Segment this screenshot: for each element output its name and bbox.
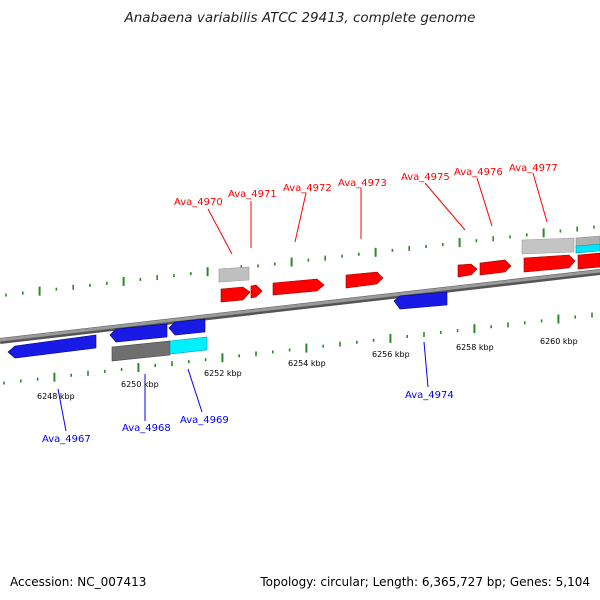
gene-ava-4967[interactable] xyxy=(7,334,97,359)
page-title: Anabaena variabilis ATCC 29413, complete… xyxy=(124,10,476,26)
feature-cyan-lower[interactable] xyxy=(169,336,208,355)
accession-label: Accession: NC_007413 xyxy=(10,575,147,589)
reverse-tick-row xyxy=(3,312,593,385)
scale-label: 6252 kbp xyxy=(204,369,242,378)
scale-label: 6248 kbp xyxy=(37,392,75,401)
scale-label: 6250 kbp xyxy=(121,380,159,389)
genome-summary: Topology: circular; Length: 6,365,727 bp… xyxy=(260,575,590,589)
reverse-gene-labels: Ava_4967 Ava_4968 Ava_4969 Ava_4974 xyxy=(42,341,454,445)
genome-backbone xyxy=(0,269,600,344)
label-ava-4970[interactable]: Ava_4970 xyxy=(174,197,223,208)
feature-grey-lower[interactable] xyxy=(111,340,171,362)
gene-ava-4976[interactable] xyxy=(479,259,512,276)
gene-ava-4971[interactable] xyxy=(250,284,263,299)
scale-labels: 6248 kbp 6250 kbp 6252 kbp 6254 kbp 6256… xyxy=(37,337,578,401)
gene-ava-4977[interactable] xyxy=(523,254,576,273)
scale-label: 6260 kbp xyxy=(540,337,578,346)
scale-label: 6258 kbp xyxy=(456,343,494,352)
feature-grey-2[interactable] xyxy=(521,237,575,255)
label-ava-4972[interactable]: Ava_4972 xyxy=(283,183,332,194)
forward-tick-row xyxy=(5,225,595,297)
gene-ava-4975[interactable] xyxy=(457,263,478,278)
gene-ava-4970[interactable] xyxy=(220,286,251,303)
label-ava-4976[interactable]: Ava_4976 xyxy=(454,167,503,178)
gene-forward-edge[interactable] xyxy=(577,252,600,270)
gene-ava-4972[interactable] xyxy=(272,278,325,296)
label-ava-4968[interactable]: Ava_4968 xyxy=(122,423,171,434)
gene-ava-4974[interactable] xyxy=(393,291,448,310)
forward-gene-labels: Ava_4970 Ava_4971 Ava_4972 Ava_4973 Ava_… xyxy=(174,163,558,255)
label-ava-4971[interactable]: Ava_4971 xyxy=(228,189,277,200)
scale-label: 6256 kbp xyxy=(372,350,410,359)
scale-label: 6254 kbp xyxy=(288,359,326,368)
label-ava-4969[interactable]: Ava_4969 xyxy=(180,415,229,426)
label-ava-4967[interactable]: Ava_4967 xyxy=(42,434,91,445)
label-ava-4974[interactable]: Ava_4974 xyxy=(405,390,454,401)
label-ava-4977[interactable]: Ava_4977 xyxy=(509,163,558,174)
feature-grey-1[interactable] xyxy=(218,266,250,283)
feature-cyan-right[interactable] xyxy=(575,243,600,254)
gene-ava-4968[interactable] xyxy=(109,323,168,343)
label-ava-4973[interactable]: Ava_4973 xyxy=(338,178,387,189)
gene-ava-4969[interactable] xyxy=(168,318,206,336)
label-ava-4975[interactable]: Ava_4975 xyxy=(401,172,450,183)
gene-ava-4973[interactable] xyxy=(345,271,384,289)
